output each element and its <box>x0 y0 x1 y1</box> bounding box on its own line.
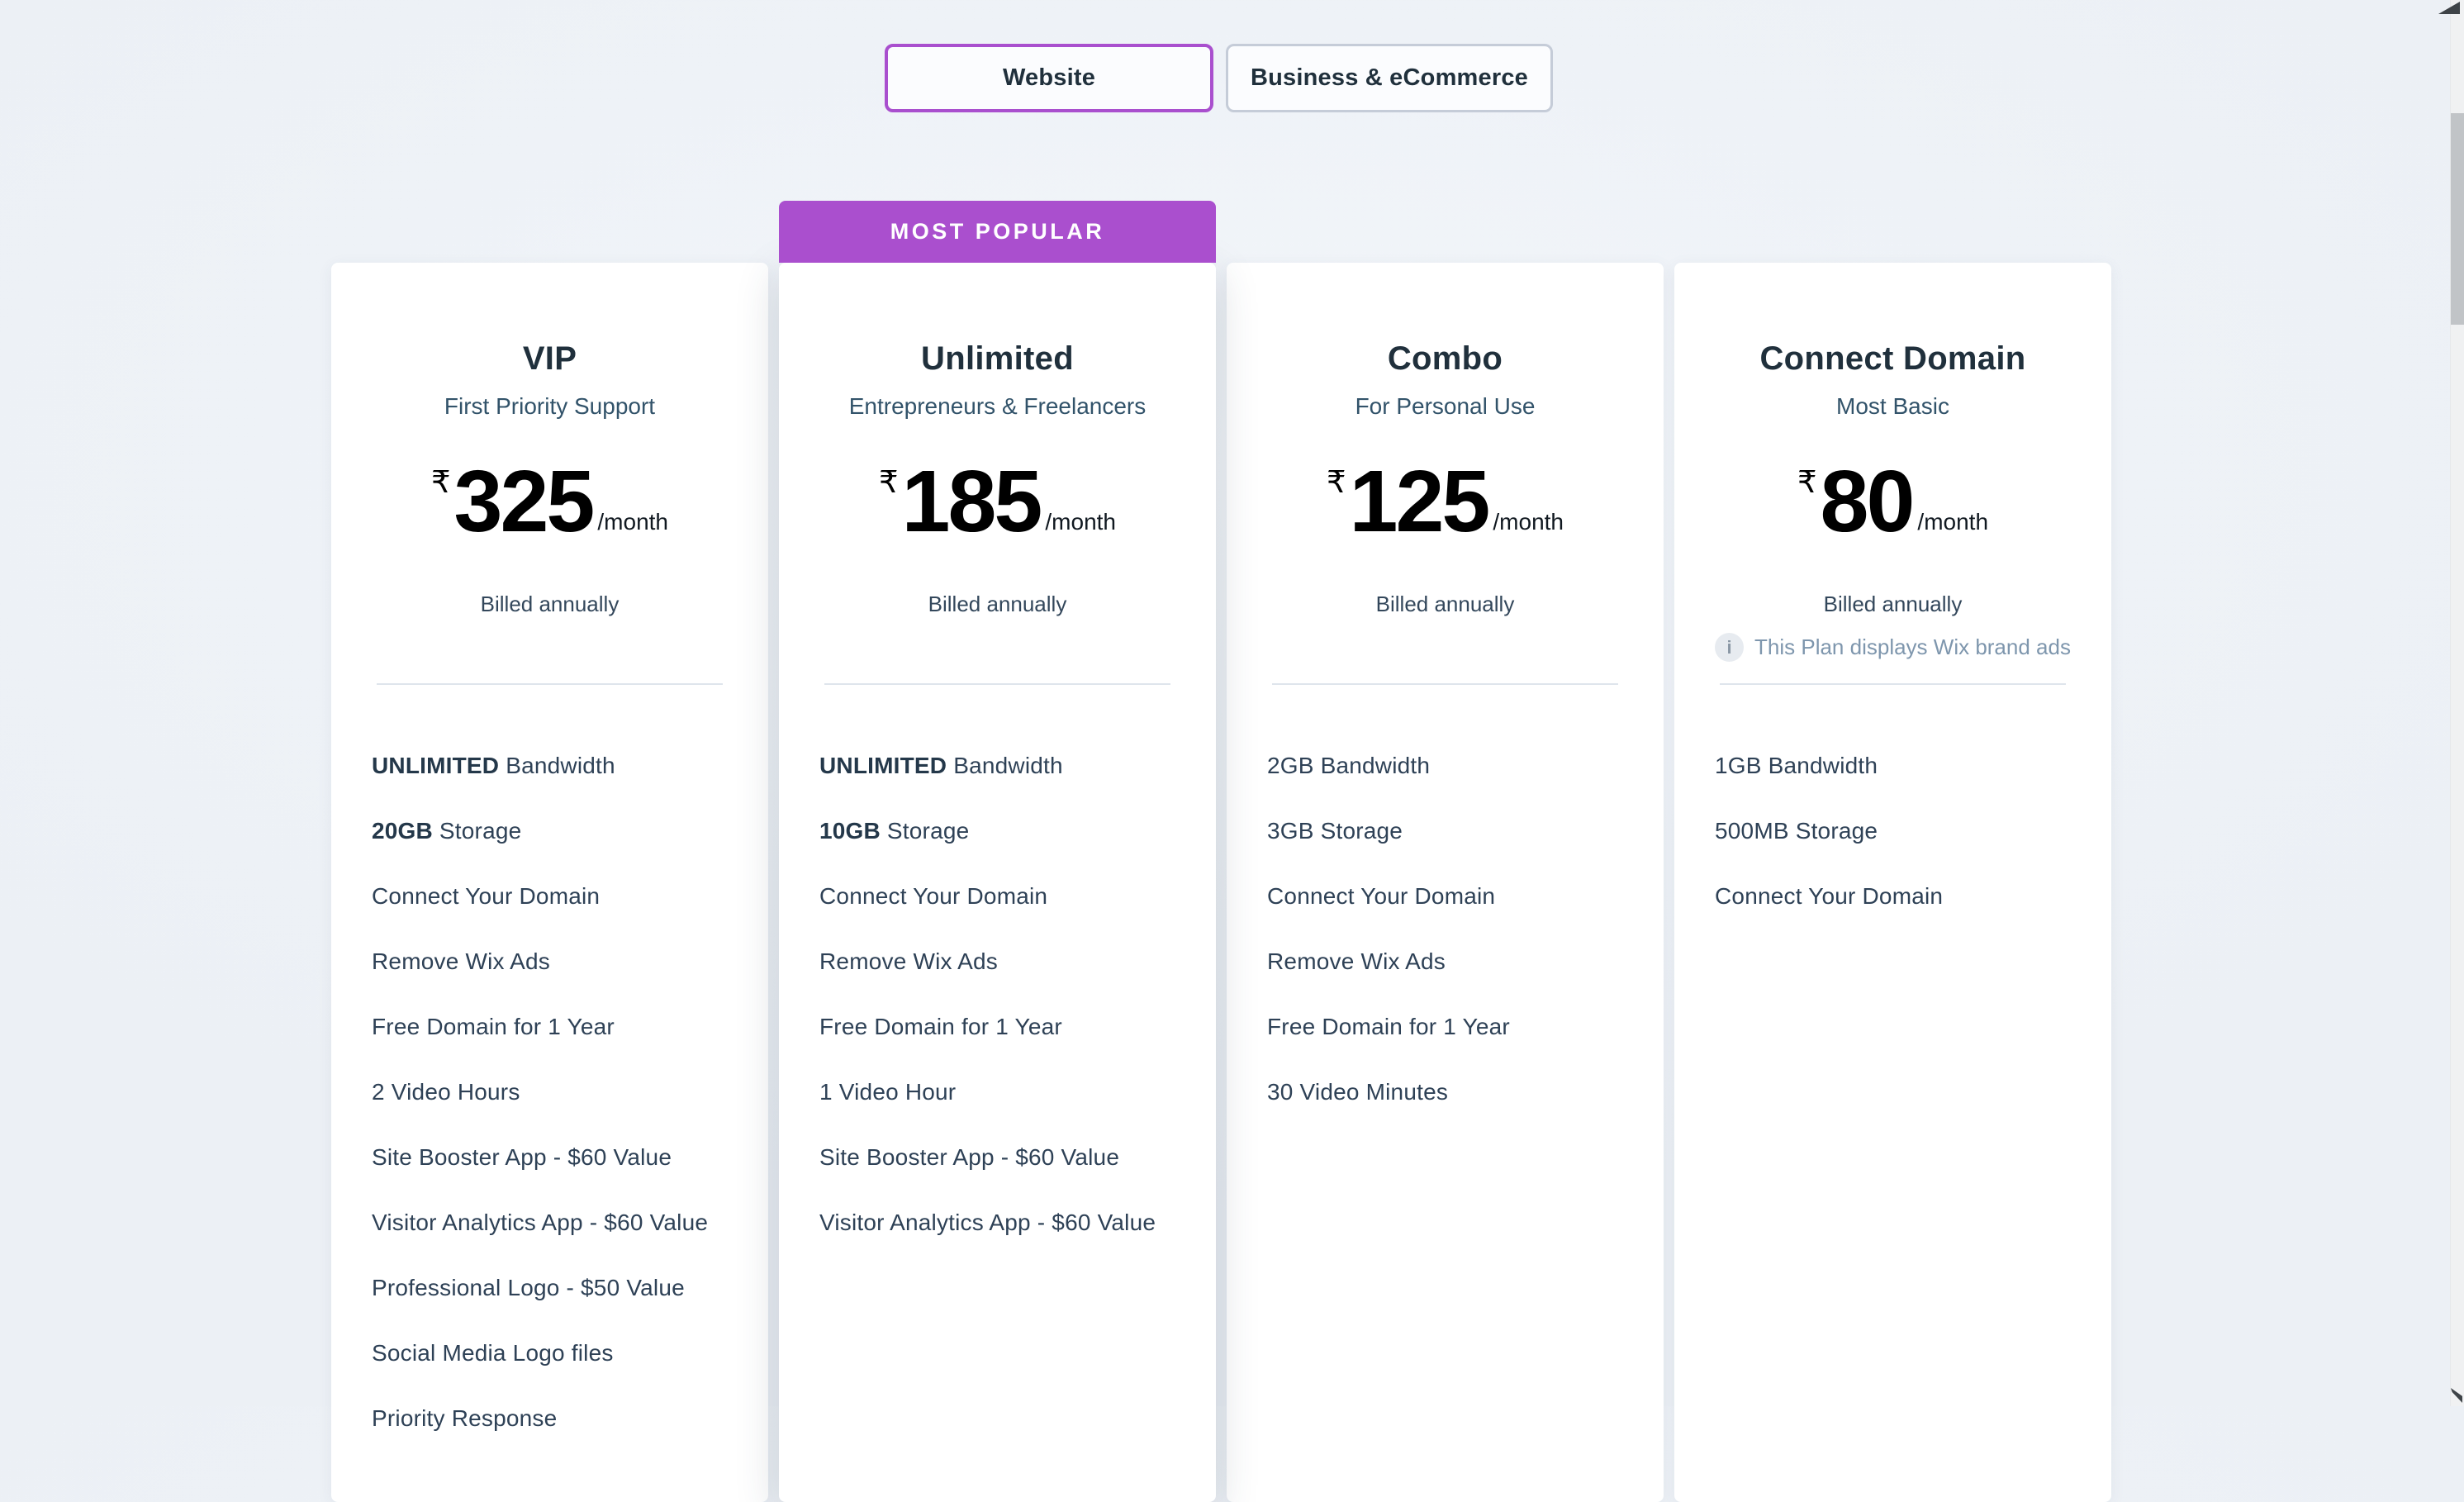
feature-item: Connect Your Domain <box>819 883 1048 909</box>
feature-item: 10GB Storage <box>819 818 970 844</box>
feature-item: Free Domain for 1 Year <box>819 1014 1062 1039</box>
billing-cycle: Billed annually <box>928 592 1067 616</box>
view-toggle: Website Business & eCommerce <box>885 44 1553 112</box>
feature-list: 1GB Bandwidth 500MB Storage Connect Your D… <box>1674 752 2111 948</box>
feature-item: Priority Response <box>372 1405 558 1431</box>
card-divider <box>1272 683 1618 685</box>
brand-ads-note-text: This Plan displays Wix brand ads <box>1754 635 2071 659</box>
plan-card-combo[interactable]: Combo For Personal Use ₹ 125 /month Bill… <box>1227 263 1664 1502</box>
feature-item: 3GB Storage <box>1267 818 1403 844</box>
feature-item: Visitor Analytics App - $60 Value <box>372 1210 709 1235</box>
feature-item: Connect Your Domain <box>1267 883 1496 909</box>
card-divider <box>1720 683 2066 685</box>
plan-price-group: ₹ 80 /month <box>1674 453 2111 550</box>
plan-price: 125 <box>1349 453 1491 550</box>
feature-item: 20GB Storage <box>372 818 522 844</box>
feature-item: 1 Video Hour <box>819 1079 957 1105</box>
plan-price-group: ₹ 325 /month <box>331 453 768 550</box>
plan-price: 325 <box>453 453 596 550</box>
card-divider <box>377 683 723 685</box>
plans-row: VIP First Priority Support ₹ 325 /month … <box>331 201 2111 1502</box>
plan-name: VIP <box>522 340 577 377</box>
feature-item: Visitor Analytics App - $60 Value <box>819 1210 1156 1235</box>
price-period: /month <box>1493 508 1564 535</box>
clipped-triangle-artifact-top <box>2438 2 2460 14</box>
plan-tagline: For Personal Use <box>1355 393 1536 419</box>
billing-cycle: Billed annually <box>1375 592 1515 616</box>
price-period: /month <box>1045 508 1116 535</box>
plan-name: Combo <box>1387 340 1503 377</box>
feature-item: 500MB Storage <box>1715 818 1878 844</box>
feature-item: Free Domain for 1 Year <box>1267 1014 1510 1039</box>
rupee-currency-symbol: ₹ <box>1797 465 1817 499</box>
feature-item: UNLIMITED Bandwidth <box>819 753 1063 778</box>
feature-item: Remove Wix Ads <box>1267 948 1446 974</box>
plan-card-connect-domain[interactable]: Connect Domain Most Basic ₹ 80 /month Bi… <box>1674 263 2111 1502</box>
feature-list: UNLIMITED Bandwidth 20GB Storage Connect Y… <box>331 752 768 1470</box>
plan-card-unlimited[interactable]: MOST POPULAR Unlimited Entrepreneurs & F… <box>779 201 1216 1502</box>
feature-item: Remove Wix Ads <box>819 948 998 974</box>
brand-ads-note: i This Plan displays Wix brand ads <box>1674 633 2111 662</box>
plan-tagline: Most Basic <box>1836 393 1949 419</box>
plan-price-group: ₹ 125 /month <box>1227 453 1664 550</box>
plan-card-vip[interactable]: VIP First Priority Support ₹ 325 /month … <box>331 263 768 1502</box>
feature-item: 30 Video Minutes <box>1267 1079 1449 1105</box>
billing-cycle: Billed annually <box>480 592 620 616</box>
feature-item: Connect Your Domain <box>372 883 601 909</box>
feature-item: Social Media Logo files <box>372 1340 614 1366</box>
scrollbar-track[interactable] <box>2450 0 2464 1406</box>
scrollbar-thumb[interactable] <box>2451 113 2464 325</box>
feature-item: Remove Wix Ads <box>372 948 550 974</box>
business-ecommerce-toggle-button[interactable]: Business & eCommerce <box>1226 44 1553 112</box>
feature-item: Professional Logo - $50 Value <box>372 1275 685 1300</box>
feature-item: Connect Your Domain <box>1715 883 1944 909</box>
feature-item: 2 Video Hours <box>372 1079 520 1105</box>
feature-item: Site Booster App - $60 Value <box>372 1144 672 1170</box>
feature-item: 1GB Bandwidth <box>1715 753 1878 778</box>
plan-tagline: First Priority Support <box>444 393 656 419</box>
plan-price: 80 <box>1820 453 1916 550</box>
price-period: /month <box>597 508 668 535</box>
plan-tagline: Entrepreneurs & Freelancers <box>848 393 1147 419</box>
billing-cycle: Billed annually <box>1823 592 1963 616</box>
feature-item: Free Domain for 1 Year <box>372 1014 615 1039</box>
pricing-page: { "colors": { "accent_purple": "#aa4fce"… <box>0 0 2464 1431</box>
rupee-currency-symbol: ₹ <box>430 465 451 499</box>
feature-item: UNLIMITED Bandwidth <box>372 753 615 778</box>
feature-item: 2GB Bandwidth <box>1267 753 1431 778</box>
website-toggle-button[interactable]: Website <box>885 44 1213 112</box>
card-divider <box>824 683 1170 685</box>
feature-list: 2GB Bandwidth 3GB Storage Connect Your Dom… <box>1227 752 1664 1143</box>
rupee-currency-symbol: ₹ <box>1326 465 1346 499</box>
price-period: /month <box>1917 508 1989 535</box>
plan-price-group: ₹ 185 /month <box>779 453 1216 550</box>
info-icon[interactable]: i <box>1715 633 1745 662</box>
feature-list: UNLIMITED Bandwidth 10GB Storage Connect Y… <box>779 752 1216 1274</box>
plan-price: 185 <box>901 453 1043 550</box>
plan-name: Connect Domain <box>1759 340 2026 377</box>
plan-name: Unlimited <box>921 340 1074 377</box>
most-popular-badge: MOST POPULAR <box>779 201 1216 263</box>
feature-item: Site Booster App - $60 Value <box>819 1144 1120 1170</box>
rupee-currency-symbol: ₹ <box>878 465 899 499</box>
